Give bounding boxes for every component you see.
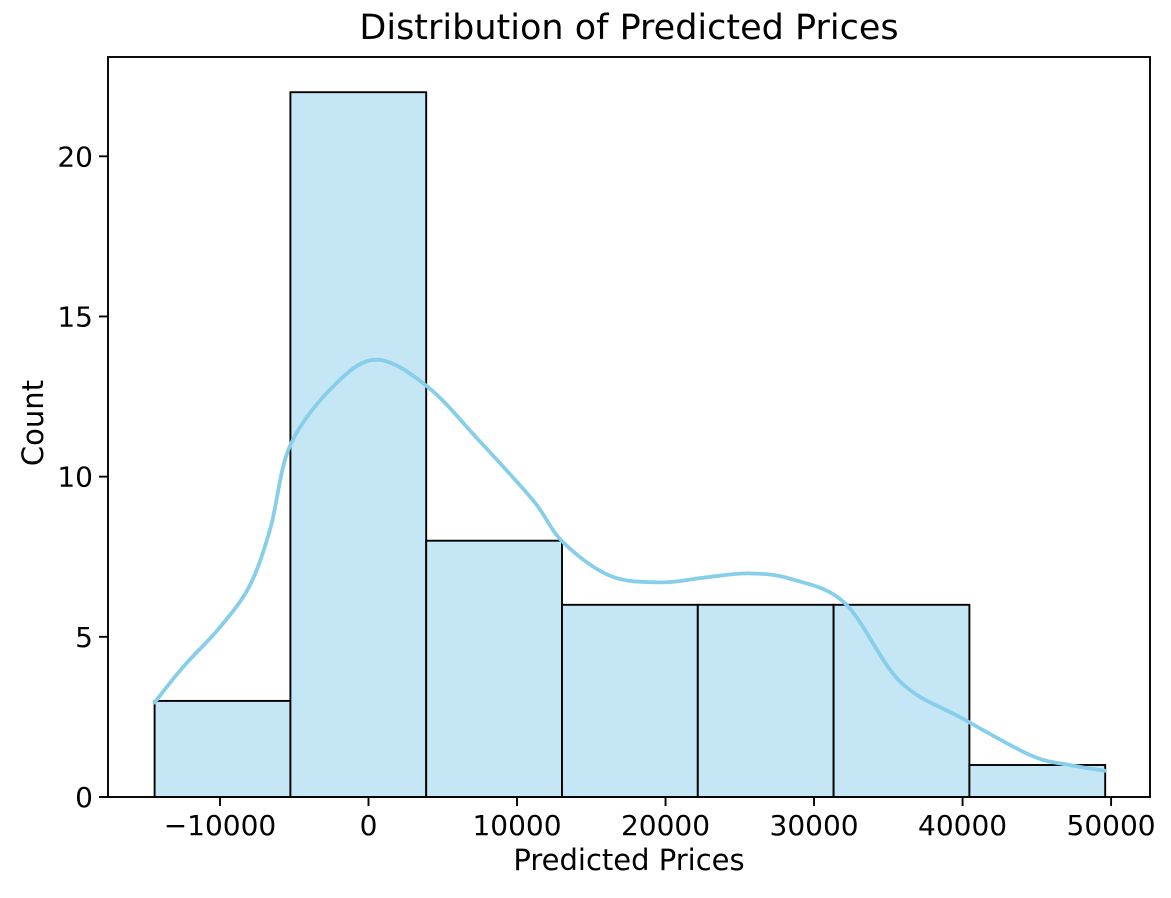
histogram-bar — [289, 91, 428, 798]
x-tick-label: 0 — [360, 809, 378, 842]
histogram-bar — [153, 699, 292, 798]
y-tick-label: 10 — [57, 461, 93, 494]
histogram-bar — [696, 603, 835, 798]
x-tick-label: 10000 — [472, 809, 561, 842]
histogram-bar — [561, 603, 699, 798]
histogram-bar — [425, 539, 563, 798]
y-tick-label: 5 — [75, 621, 93, 654]
y-axis-label: Count — [16, 379, 50, 467]
x-tick-label: 50000 — [1067, 809, 1156, 842]
chart-title: Distribution of Predicted Prices — [359, 8, 899, 48]
y-tick-label: 0 — [75, 781, 93, 814]
x-tick-label: 40000 — [918, 809, 1007, 842]
y-tick-label: 20 — [57, 140, 93, 173]
x-axis-label: Predicted Prices — [513, 843, 745, 877]
x-tick-label: −10000 — [164, 809, 277, 842]
histogram-bar — [832, 603, 971, 798]
y-tick-label: 15 — [57, 300, 93, 333]
histogram-bar — [968, 764, 1107, 798]
axes-spines — [107, 56, 1151, 798]
x-tick-label: 20000 — [621, 809, 710, 842]
kde-curve — [152, 357, 1107, 773]
x-tick-label: 30000 — [770, 809, 859, 842]
